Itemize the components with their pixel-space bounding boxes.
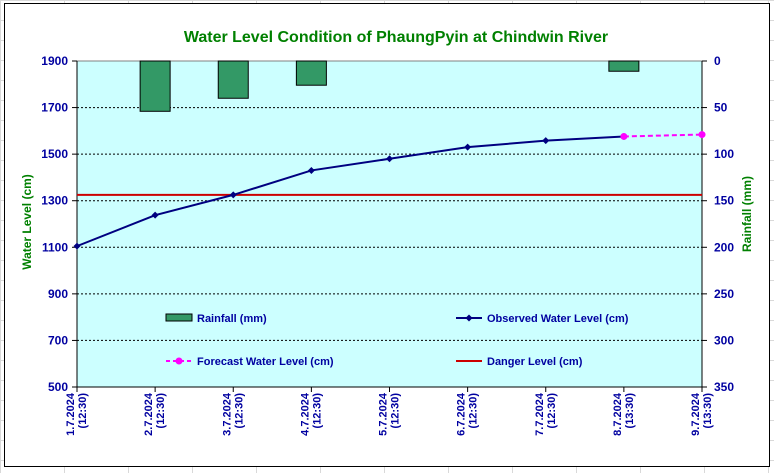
rainfall-bar [217,60,249,99]
x-tick-label: 8.7.2024(13:30) [612,392,636,436]
legend-label: Forecast Water Level (cm) [197,356,334,368]
observed-point [386,155,393,163]
observed-water-level-line [76,135,624,248]
x-tick-label: 7.7.2024(12:30) [534,392,558,436]
right-tick-label: 200 [714,240,734,254]
legend-label: Observed Water Level (cm) [487,313,629,325]
right-tick-label: 50 [714,101,728,115]
left-tick-label: 1100 [42,240,68,254]
legend-label: Danger Level (cm) [487,356,583,368]
right-tick-label: 350 [714,380,734,394]
left-tick-label: 1900 [41,54,68,68]
rainfall-bar [608,60,640,72]
observed-point [73,242,81,250]
observed-point [151,211,159,219]
legend-label: Rainfall (mm) [197,313,267,325]
left-tick-label: 1700 [41,101,68,115]
right-tick-label: 250 [714,287,734,301]
x-tick-label: 1.7.2024(12:30) [65,392,89,436]
chart-title: Water Level Condition of PhaungPyin at C… [184,29,608,46]
forecast-point [698,131,706,139]
right-tick-label: 100 [714,147,734,161]
x-tick-label: 4.7.2024(12:30) [299,392,323,436]
x-tick-label: 3.7.2024(12:30) [221,392,245,436]
left-tick-label: 900 [48,287,68,301]
legend-observed-marker [465,314,473,322]
observed-point [542,137,550,145]
rainfall-bar [139,60,171,112]
forecast-water-level-line [623,133,703,138]
left-tick-label: 1500 [41,147,68,161]
left-tick-label: 700 [48,333,68,347]
left-tick-label: 1300 [41,194,68,208]
left-tick-label: 500 [48,380,68,394]
x-tick-label: 2.7.2024(12:30) [143,392,167,436]
left-axis-title: Water Level (cm) [20,174,34,270]
observed-point [307,166,315,174]
x-tick-label: 5.7.2024(12:30) [378,392,402,436]
x-tick-label: 6.7.2024(12:30) [456,392,480,436]
forecast-point [620,132,628,140]
right-tick-label: 150 [714,194,734,208]
right-axis-title: Rainfall (mm) [740,176,754,252]
right-tick-label: 300 [714,333,734,347]
observed-point [229,191,237,199]
right-tick-label: 0 [714,54,721,68]
plot-area [76,60,703,388]
legend-forecast-marker [175,357,183,365]
rainfall-bar [295,60,327,86]
legend-rainfall-swatch [165,313,193,322]
observed-point [464,143,472,151]
x-tick-label: 9.7.2024(13:30) [690,392,714,436]
